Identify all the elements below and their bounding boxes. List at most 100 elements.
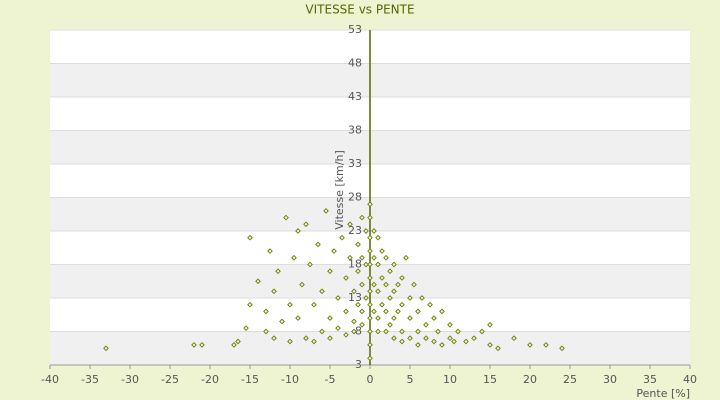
point: [287, 338, 293, 345]
point: [291, 254, 297, 261]
point: [367, 355, 373, 362]
point: [379, 248, 385, 254]
point: [367, 275, 373, 281]
point: [451, 338, 457, 345]
x-tick-label: 35: [643, 373, 657, 386]
point: [399, 338, 405, 345]
y-tick-label: 53: [348, 23, 362, 36]
point: [439, 308, 445, 315]
point: [303, 221, 309, 228]
point: [343, 332, 349, 338]
point: [255, 278, 261, 285]
x-tick-label: 40: [683, 373, 697, 386]
point: [387, 321, 393, 328]
point: [327, 268, 333, 275]
point: [387, 295, 393, 301]
point: [311, 301, 317, 308]
point: [407, 315, 413, 321]
point: [323, 208, 329, 214]
plot-area: 38131823283338434853-40-35-30-25-20-15-1…: [41, 23, 697, 386]
point: [335, 295, 341, 301]
point: [379, 275, 385, 281]
point: [391, 335, 397, 342]
point: [271, 288, 277, 295]
point: [267, 248, 273, 254]
point: [351, 318, 357, 325]
point: [363, 228, 369, 234]
point: [411, 281, 417, 288]
point: [271, 335, 277, 342]
x-tick-label: 0: [367, 373, 374, 386]
point: [367, 342, 373, 348]
point: [295, 228, 301, 234]
point: [331, 248, 337, 254]
point: [447, 321, 453, 328]
point: [307, 261, 313, 268]
point: [367, 201, 373, 208]
y-tick-label: 48: [348, 57, 362, 70]
point: [383, 328, 389, 335]
point: [383, 281, 389, 288]
x-tick-label: 20: [523, 373, 537, 386]
point: [247, 301, 253, 308]
point: [275, 268, 281, 275]
point: [415, 342, 421, 348]
point: [327, 335, 333, 342]
x-tick-label: -35: [81, 373, 99, 386]
point: [371, 254, 377, 261]
point: [231, 342, 237, 348]
point: [199, 342, 205, 348]
point: [311, 338, 317, 345]
point: [403, 254, 409, 261]
y-tick-label: 38: [348, 124, 362, 137]
point: [375, 261, 381, 268]
x-tick-label: 30: [603, 373, 617, 386]
point: [391, 288, 397, 295]
point: [399, 275, 405, 281]
point: [367, 234, 373, 241]
point: [363, 261, 369, 268]
point: [375, 288, 381, 295]
point: [447, 335, 453, 342]
point: [235, 338, 241, 345]
point: [355, 301, 361, 308]
x-tick-label: 25: [563, 373, 577, 386]
point: [479, 328, 485, 335]
point: [355, 268, 361, 275]
point: [103, 345, 109, 352]
point: [395, 308, 401, 315]
x-tick-label: 5: [407, 373, 414, 386]
x-tick-label: -20: [201, 373, 219, 386]
point: [367, 261, 373, 268]
point: [367, 214, 373, 221]
point: [375, 328, 381, 335]
point: [407, 335, 413, 342]
point: [415, 328, 421, 335]
y-axis-title: Vitesse [km/h]: [333, 150, 346, 230]
y-tick-label: 8: [355, 325, 362, 338]
point: [367, 301, 373, 308]
point: [283, 214, 289, 221]
point: [383, 254, 389, 261]
point: [191, 342, 197, 348]
point: [399, 301, 405, 308]
point: [455, 328, 461, 335]
point: [319, 328, 325, 335]
x-tick-label: -15: [241, 373, 259, 386]
point: [367, 328, 373, 335]
point: [335, 325, 341, 331]
point: [387, 268, 393, 275]
point: [379, 301, 385, 308]
point: [263, 308, 269, 315]
point: [423, 321, 429, 328]
point: [371, 308, 377, 315]
point: [343, 275, 349, 281]
point: [355, 241, 361, 248]
point: [319, 288, 325, 295]
x-tick-label: -30: [121, 373, 139, 386]
x-tick-label: -5: [325, 373, 336, 386]
point: [359, 321, 365, 328]
point: [487, 342, 493, 348]
point: [359, 281, 365, 288]
x-tick-label: -10: [281, 373, 299, 386]
